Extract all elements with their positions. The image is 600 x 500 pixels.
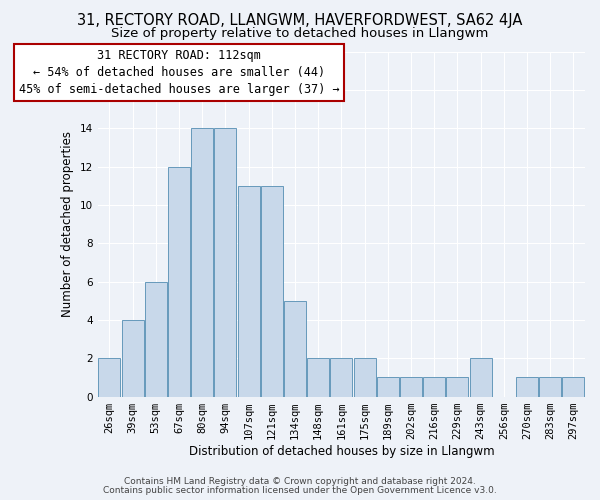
Text: Size of property relative to detached houses in Llangwm: Size of property relative to detached ho…: [112, 28, 488, 40]
Bar: [423, 378, 445, 396]
X-axis label: Distribution of detached houses by size in Llangwm: Distribution of detached houses by size …: [188, 444, 494, 458]
Bar: [377, 378, 399, 396]
Bar: [191, 128, 213, 396]
Text: 31, RECTORY ROAD, LLANGWM, HAVERFORDWEST, SA62 4JA: 31, RECTORY ROAD, LLANGWM, HAVERFORDWEST…: [77, 12, 523, 28]
Bar: [284, 300, 306, 396]
Text: Contains HM Land Registry data © Crown copyright and database right 2024.: Contains HM Land Registry data © Crown c…: [124, 477, 476, 486]
Bar: [214, 128, 236, 396]
Bar: [307, 358, 329, 397]
Text: Contains public sector information licensed under the Open Government Licence v3: Contains public sector information licen…: [103, 486, 497, 495]
Bar: [98, 358, 121, 397]
Y-axis label: Number of detached properties: Number of detached properties: [61, 131, 74, 317]
Bar: [539, 378, 561, 396]
Text: 31 RECTORY ROAD: 112sqm
← 54% of detached houses are smaller (44)
45% of semi-de: 31 RECTORY ROAD: 112sqm ← 54% of detache…: [19, 49, 340, 96]
Bar: [261, 186, 283, 396]
Bar: [562, 378, 584, 396]
Bar: [168, 166, 190, 396]
Bar: [516, 378, 538, 396]
Bar: [470, 358, 491, 397]
Bar: [122, 320, 143, 396]
Bar: [353, 358, 376, 397]
Bar: [145, 282, 167, 397]
Bar: [446, 378, 469, 396]
Bar: [400, 378, 422, 396]
Bar: [238, 186, 260, 396]
Bar: [331, 358, 352, 397]
